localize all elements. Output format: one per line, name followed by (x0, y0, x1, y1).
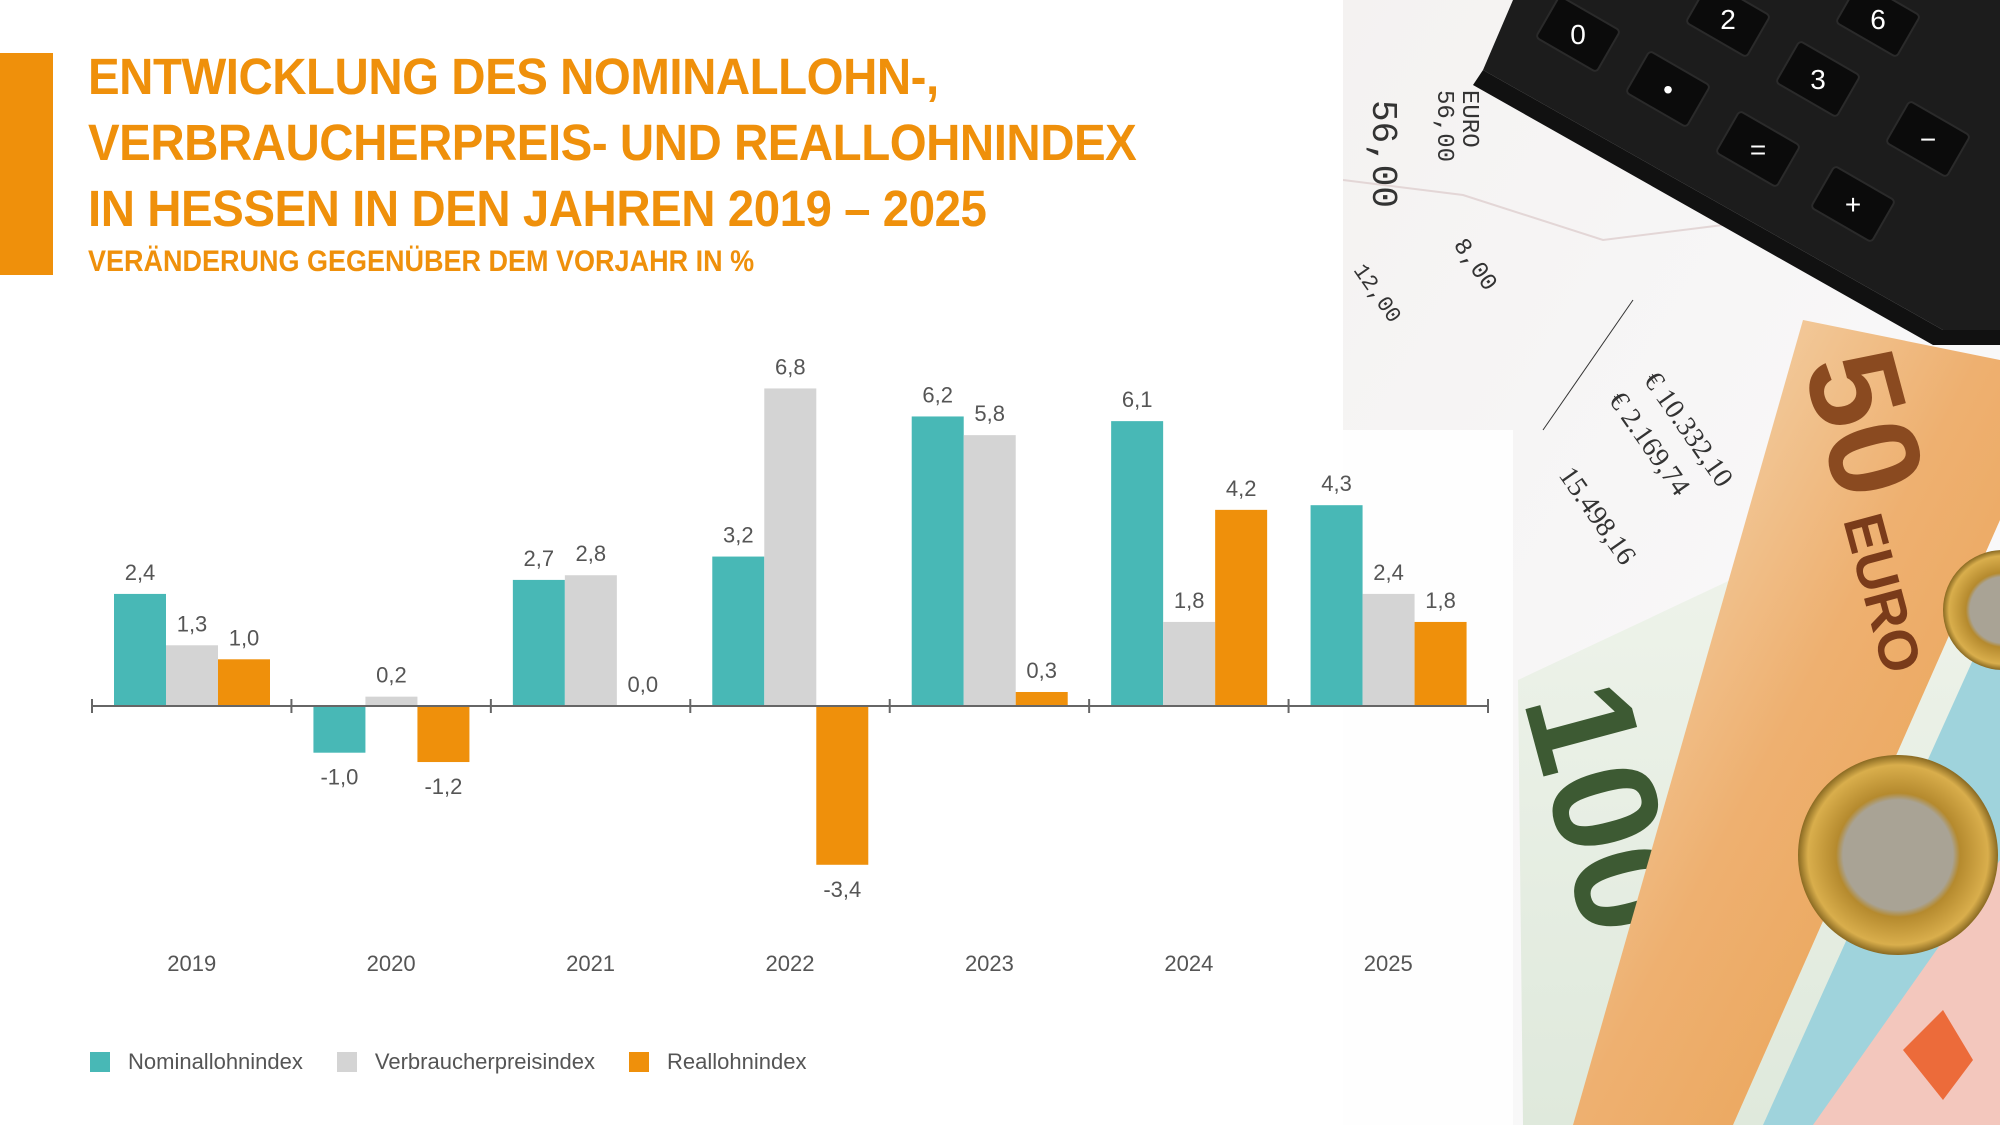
bar-2021-verbraucherpreisindex (564, 575, 617, 706)
data-label: 0,3 (1026, 658, 1057, 683)
x-tick-label: 2020 (367, 951, 416, 976)
calculator: 0 2 6 • 3 = − + (1473, 0, 2000, 345)
receipt-text: 56,00 (1430, 90, 1457, 162)
bar-2023-reallohnindex (1015, 691, 1068, 706)
calculator-key: − (1920, 124, 1936, 155)
data-label: 1,8 (1174, 588, 1205, 613)
data-label: 4,3 (1321, 471, 1352, 496)
legend-label: Reallohnindex (667, 1049, 807, 1074)
calculator-key: 2 (1720, 4, 1736, 35)
calculator-key: = (1750, 134, 1766, 165)
legend-item-verbraucherpreisindex: Verbraucherpreisindex (336, 1049, 596, 1075)
legend-swatch-cpi (336, 1052, 357, 1072)
bar-2024-reallohnindex (1215, 509, 1268, 706)
bar-2024-nominallohnindex (1111, 421, 1164, 706)
title-line-2: VERBRAUCHERPREIS- UND REALLOHNINDEX (88, 114, 1137, 171)
legend-item-nominallohnindex: Nominallohnindex (90, 1049, 303, 1075)
data-label: -1,0 (320, 765, 358, 790)
title-line-3: IN HESSEN IN DEN JAHREN 2019 – 2025 (88, 180, 987, 237)
calculator-key: 6 (1870, 4, 1886, 35)
calculator-key: 0 (1570, 19, 1586, 50)
bar-2023-verbraucherpreisindex (963, 435, 1016, 706)
data-label: 1,8 (1425, 588, 1456, 613)
data-label: 6,2 (922, 382, 953, 407)
data-label: 2,4 (1373, 560, 1404, 585)
bar-2021-nominallohnindex (512, 579, 565, 706)
accent-bar (0, 53, 53, 275)
bar-2022-nominallohnindex (712, 556, 765, 706)
banknote-50 (1573, 320, 2000, 1125)
money-photo-illustration: 56,00 EURO 56,00 8,00 12,00 € 10.332,10 … (1343, 0, 2000, 1125)
calculator-key: 3 (1810, 64, 1826, 95)
bar-2025-verbraucherpreisindex (1362, 593, 1415, 706)
receipt-text: EURO (1455, 90, 1482, 148)
x-tick-label: 2019 (167, 951, 216, 976)
x-axis (91, 699, 1489, 713)
data-label: 2,8 (576, 541, 607, 566)
bar-2020-nominallohnindex (313, 706, 366, 753)
legend-swatch-real (629, 1052, 650, 1072)
data-label: 0,2 (376, 663, 407, 688)
bar-2023-nominallohnindex (911, 416, 964, 706)
legend: Nominallohnindex Verbraucherpreisindex R… (90, 1049, 840, 1075)
data-label: 1,3 (177, 611, 208, 636)
data-label: 4,2 (1226, 476, 1257, 501)
legend-label: Nominallohnindex (128, 1049, 303, 1074)
data-label: 2,4 (125, 560, 156, 585)
x-tick-label: 2023 (965, 951, 1014, 976)
data-label: -1,2 (424, 774, 462, 799)
bar-2020-reallohnindex (417, 706, 470, 763)
x-tick-label: 2025 (1364, 951, 1413, 976)
bar-2019-nominallohnindex (114, 593, 166, 706)
calculator-key: + (1845, 189, 1861, 220)
data-labels-layer: 2,4 1,3 1,0 -1,0 0,2 -1,2 2,7 2,8 0,0 3,2 6,8 -3,4 6… (125, 354, 1456, 901)
receipt-text: 56,00 (1362, 100, 1403, 208)
x-tick-label: 2024 (1164, 951, 1213, 976)
data-label: 0,0 (628, 672, 659, 697)
legend-label: Verbraucherpreisindex (374, 1049, 596, 1074)
bar-2020-verbraucherpreisindex (365, 696, 418, 706)
data-label: 5,8 (974, 401, 1005, 426)
x-tick-label: 2021 (566, 951, 615, 976)
euro-coin (1798, 755, 1998, 955)
euro-coin (1943, 550, 2000, 670)
bar-2022-reallohnindex (816, 706, 869, 865)
chart-title: ENTWICKLUNG DES NOMINALLOHN-, VERBRAUCHE… (88, 44, 1137, 242)
bar-2025-nominallohnindex (1310, 505, 1363, 706)
bar-2019-verbraucherpreisindex (166, 645, 218, 706)
bar-2024-verbraucherpreisindex (1163, 621, 1216, 706)
chart-subtitle: VERÄNDERUNG GEGENÜBER DEM VORJAHR IN % (88, 245, 755, 278)
data-label: 3,2 (723, 523, 754, 548)
bar-2019-reallohnindex (218, 659, 270, 706)
data-label: 2,7 (524, 546, 555, 571)
legend-item-reallohnindex: Reallohnindex (629, 1049, 806, 1075)
data-label: -3,4 (823, 877, 861, 902)
legend-swatch-nominal (90, 1052, 110, 1072)
title-line-1: ENTWICKLUNG DES NOMINALLOHN-, (88, 48, 939, 105)
bar-2022-verbraucherpreisindex (764, 388, 817, 706)
data-label: 6,8 (775, 354, 806, 379)
background-photo: 56,00 EURO 56,00 8,00 12,00 € 10.332,10 … (1343, 0, 2000, 1125)
data-label: 1,0 (229, 625, 260, 650)
data-label: 6,1 (1122, 387, 1153, 412)
x-tick-label: 2022 (766, 951, 815, 976)
bars-layer (114, 388, 1467, 865)
calculator-key: • (1663, 74, 1673, 105)
x-tick-labels: 2019 2020 2021 2022 2023 2024 2025 (167, 951, 1413, 976)
bar-2025-reallohnindex (1414, 621, 1467, 706)
